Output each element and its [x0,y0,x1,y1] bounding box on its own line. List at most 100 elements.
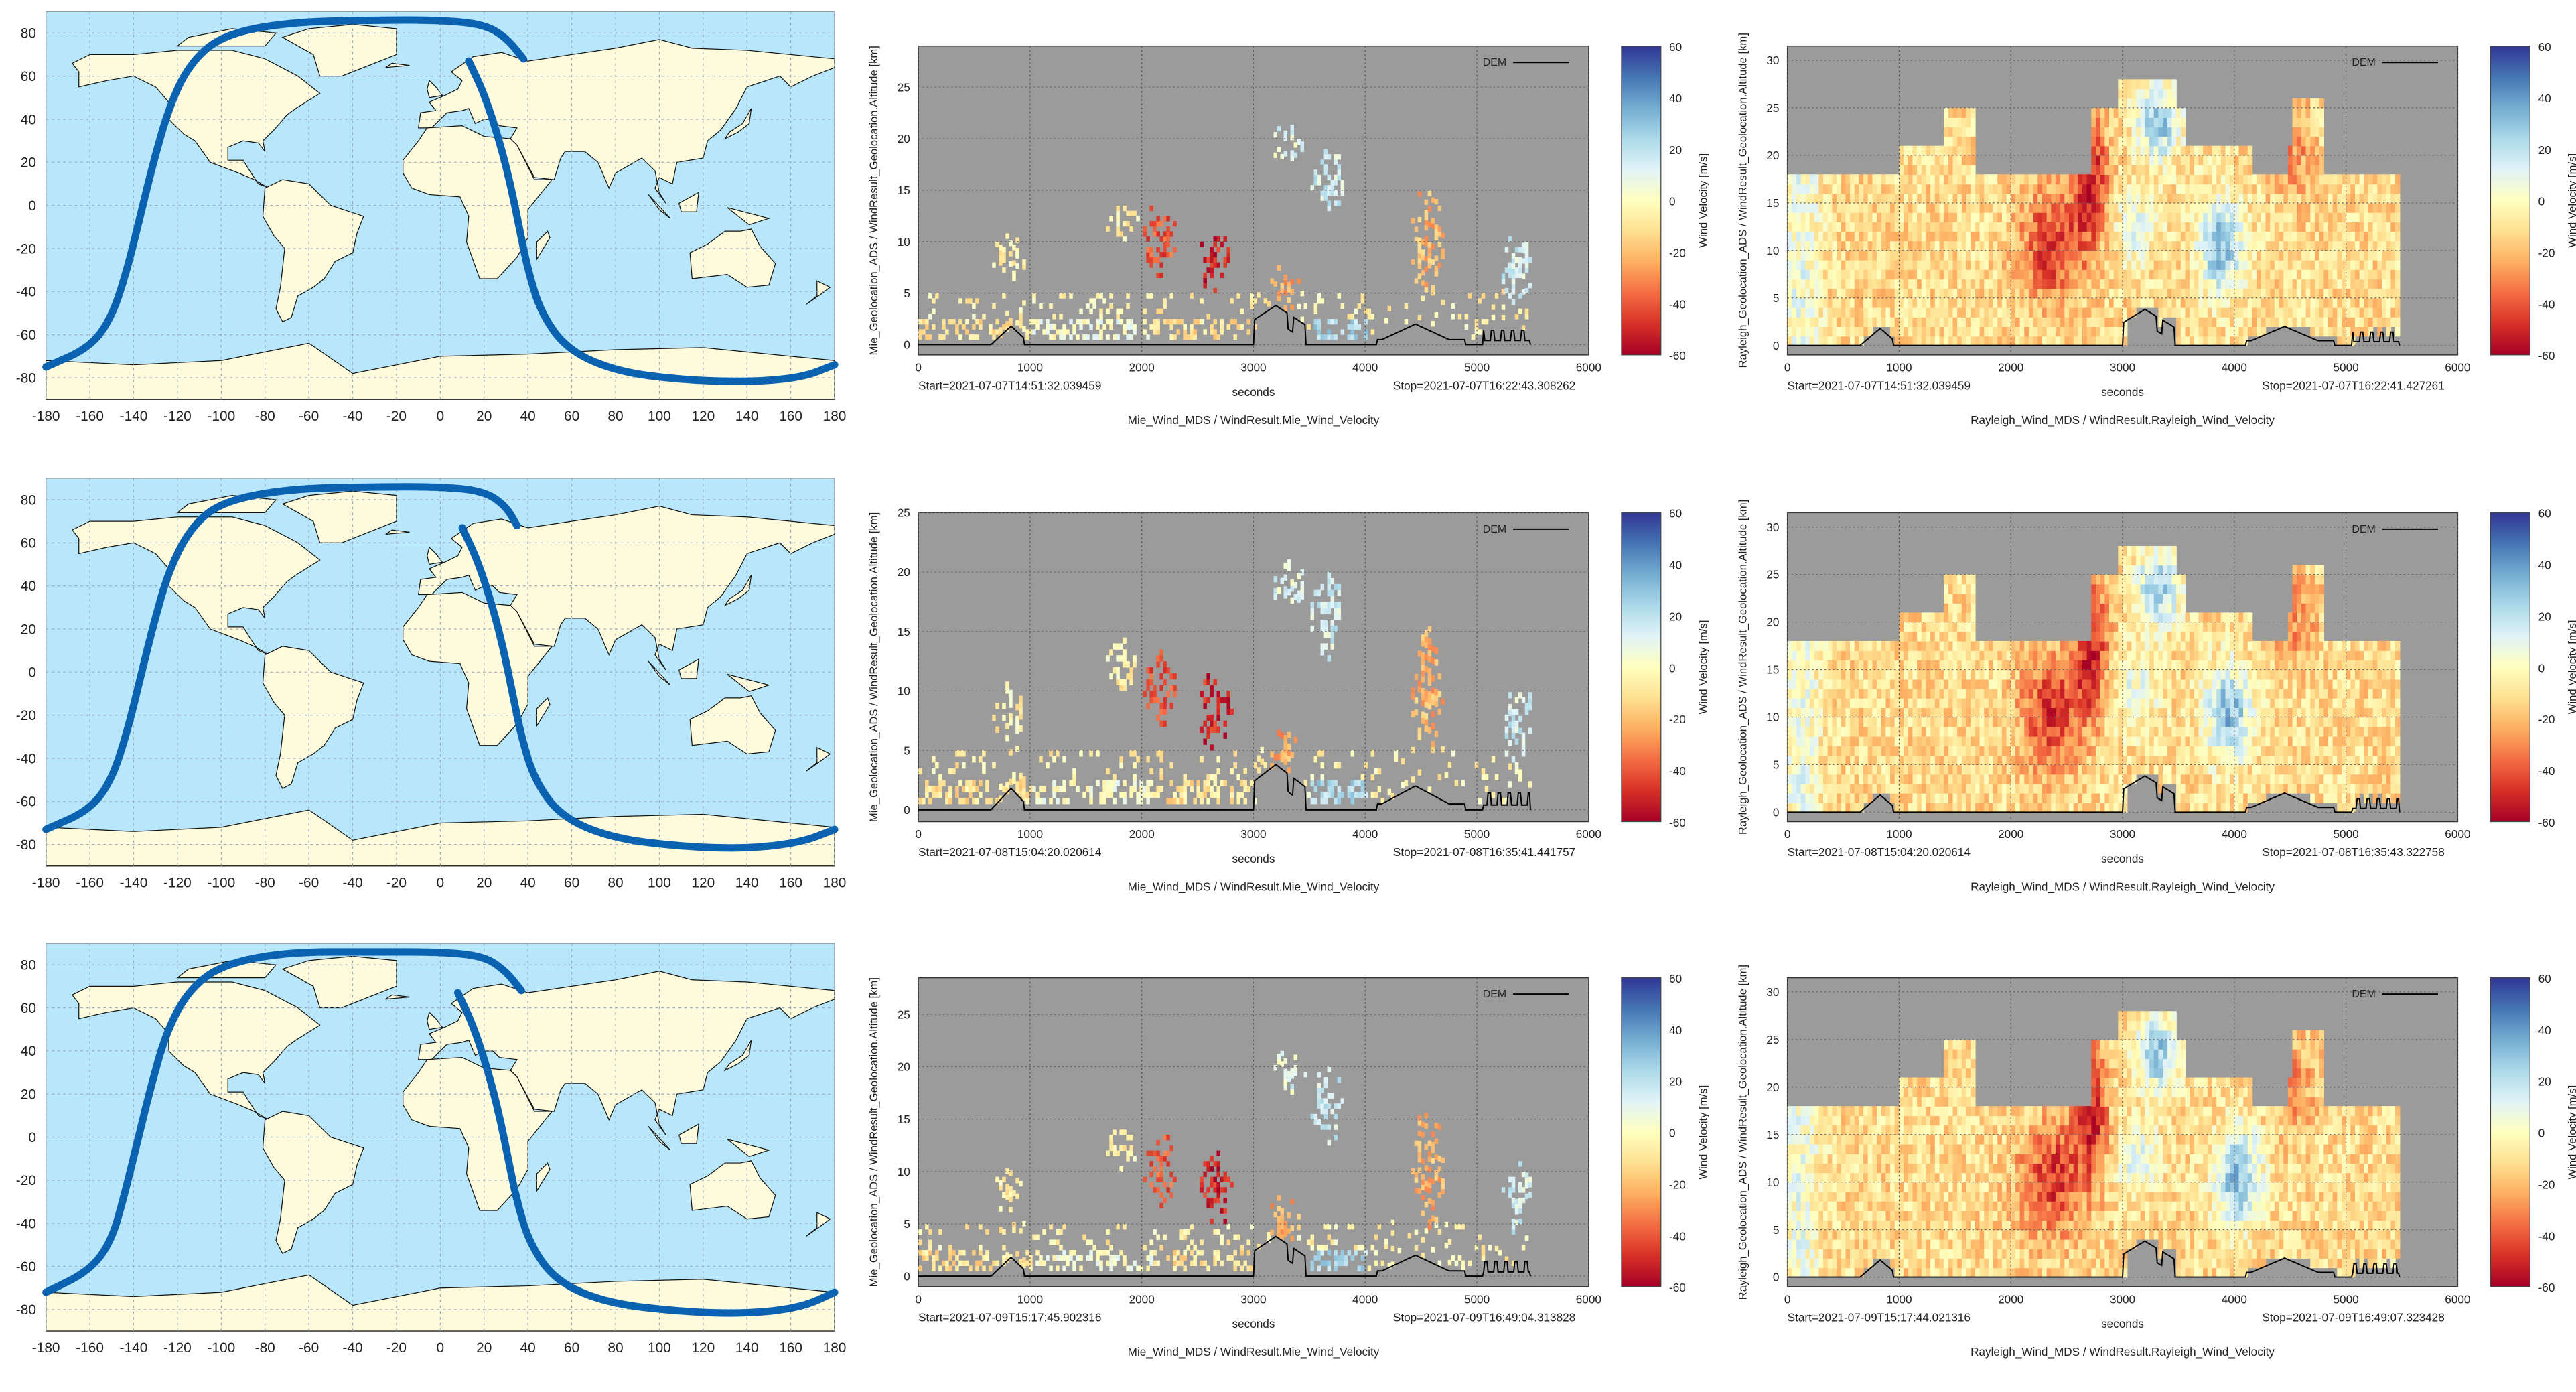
heatmap-cell [1814,803,1819,813]
heatmap-cell [1904,336,1908,346]
heatmap-cell [1525,267,1528,273]
heatmap-cell [1832,641,1837,651]
heatmap-cell [2042,203,2047,213]
heatmap-cell [2104,251,2109,261]
heatmap-cell [1832,326,1837,336]
heatmap-cell [1431,646,1435,652]
heatmap-cell [1338,293,1341,299]
heatmap-cell [1307,324,1311,330]
heatmap-cell [1505,727,1508,733]
heatmap-cell [1200,798,1203,804]
heatmap-cell [2315,231,2319,241]
heatmap-cell [1850,746,1855,756]
heatmap-cell [1966,289,1971,299]
heatmap-cell [1917,632,1922,642]
heatmap-cell [1005,687,1009,693]
heatmap-cell [1922,707,1926,717]
heatmap-cell [1823,650,1828,660]
heatmap-cell [1223,697,1226,703]
heatmap-cell [1109,216,1113,221]
heatmap-cell [1832,755,1837,765]
heatmap-cell [1939,317,1944,327]
heatmap-cell [2123,165,2127,175]
heatmap-cell [1872,660,1877,670]
heatmap-cell [2368,184,2373,194]
heatmap-cell [1810,746,1814,756]
heatmap-cell [2042,194,2047,204]
heatmap-cell [1508,722,1512,728]
heatmap-cell [2185,307,2190,318]
heatmap-cell [1213,780,1216,786]
heatmap-cell [2158,212,2163,222]
heatmap-cell [2266,279,2271,289]
heatmap-cell [992,715,995,721]
heatmap-cell [2100,155,2105,165]
heatmap-cell [1072,780,1076,786]
heatmap-cell [2096,203,2100,213]
heatmap-cell [2395,298,2400,308]
heatmap-cell [1226,691,1230,697]
heatmap-cell [1200,298,1203,303]
heatmap-cell [1321,159,1324,165]
heatmap-cell [1418,273,1421,279]
heatmap-cell [2252,298,2257,308]
heatmap-cell [1123,798,1126,804]
heatmap-cell [2275,279,2279,289]
heatmap-cell [1859,727,1863,737]
heatmap-cell [1435,271,1438,277]
heatmap-cell [1855,764,1859,774]
heatmap-cell [2306,165,2311,175]
heatmap-cell [2091,136,2096,146]
heatmap-cell [999,260,1002,265]
heatmap-cell [1859,212,1863,222]
heatmap-cell [1935,289,1940,299]
heatmap-cell [2297,289,2301,299]
heatmap-cell [2301,165,2306,175]
heatmap-cell [2234,146,2239,156]
heatmap-cell [1890,231,1895,241]
heatmap-cell [2252,289,2257,299]
heatmap-cell [1823,764,1828,774]
heatmap-cell [1271,751,1274,757]
heatmap-cell [925,324,928,330]
heatmap-cell [2238,289,2243,299]
heatmap-cell [1935,194,1940,204]
heatmap-cell [1119,309,1123,314]
heatmap-cell [1863,203,1868,213]
heatmap-cell [2337,203,2342,213]
heatmap-cell [2194,184,2199,194]
heatmap-cell [1338,608,1341,614]
heatmap-cell [1818,698,1823,708]
heatmap-cell [2386,212,2391,222]
heatmap-cell [2136,269,2141,279]
heatmap-cell [2154,98,2159,109]
heatmap-cell [1814,679,1819,689]
heatmap-cell [1908,212,1913,222]
heatmap-cell [1210,273,1213,278]
heatmap-cell [1435,256,1438,261]
heatmap-cell [2131,269,2136,279]
heatmap-cell [2037,241,2042,251]
heatmap-cell [1166,252,1169,257]
heatmap-cell [2047,269,2052,279]
heatmap-cell [1917,184,1922,194]
heatmap-cell [2364,307,2368,318]
heatmap-cell [1948,736,1953,746]
heatmap-cell [1421,694,1425,700]
heatmap-cell [2056,174,2060,184]
y-tick-label: 15 [1766,196,1779,210]
heatmap-cell [2373,241,2378,251]
heatmap-cell [2163,289,2167,299]
heatmap-cell [2319,136,2324,146]
heatmap-cell [1328,334,1331,340]
heatmap-cell [1133,762,1136,768]
lon-tick-label: 100 [648,409,671,424]
heatmap-cell [1482,768,1485,774]
heatmap-cell [2238,251,2243,261]
heatmap-cell [1133,329,1136,334]
heatmap-cell [2114,203,2119,213]
heatmap-cell [2368,307,2373,318]
x-tick-label: 2000 [1998,360,2023,374]
heatmap-cell [1801,641,1806,651]
heatmap-cell [2104,222,2109,232]
